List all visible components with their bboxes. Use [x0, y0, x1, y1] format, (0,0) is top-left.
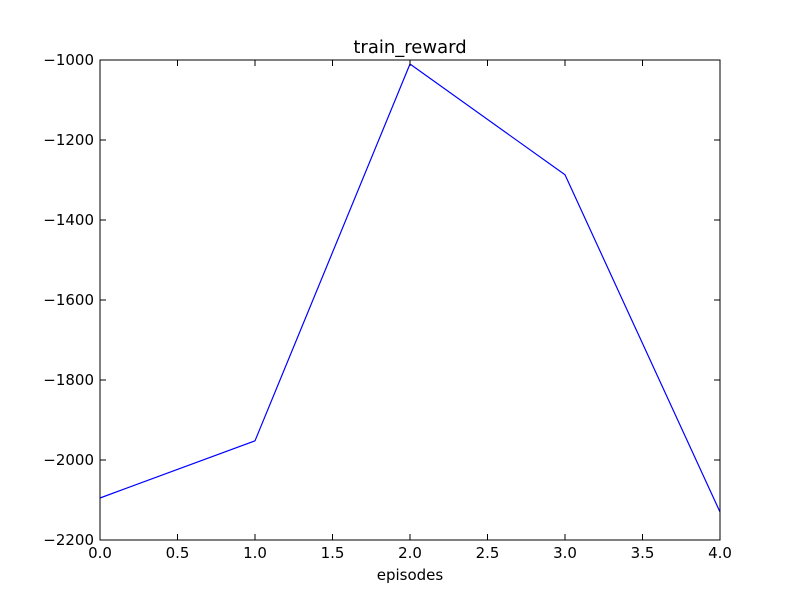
y-tick-label: −1600 — [43, 291, 94, 309]
x-axis-label: episodes — [377, 566, 444, 584]
x-tick-label: 2.0 — [398, 544, 422, 562]
y-tick-label: −2200 — [43, 531, 94, 549]
x-tick-label: 3.5 — [631, 544, 655, 562]
y-tick-label: −2000 — [43, 451, 94, 469]
axis-ticks: 0.0 0.5 1.0 1.5 2.0 2.5 3.0 3.5 4.0 −1000 −1200 −14… — [43, 51, 732, 562]
x-tick-label: 3.0 — [553, 544, 577, 562]
y-tick-label: −1400 — [43, 211, 94, 229]
x-tick-label: 1.5 — [321, 544, 345, 562]
y-tick-label: −1800 — [43, 371, 94, 389]
y-tick-label: −1000 — [43, 51, 94, 69]
x-tick-label: 4.0 — [708, 544, 732, 562]
x-tick-label: 2.5 — [476, 544, 500, 562]
y-tick-label: −1200 — [43, 131, 94, 149]
x-tick-label: 1.0 — [243, 544, 267, 562]
x-tick-label: 0.0 — [88, 544, 112, 562]
chart-title: train_reward — [353, 37, 466, 58]
x-tick-label: 0.5 — [166, 544, 190, 562]
